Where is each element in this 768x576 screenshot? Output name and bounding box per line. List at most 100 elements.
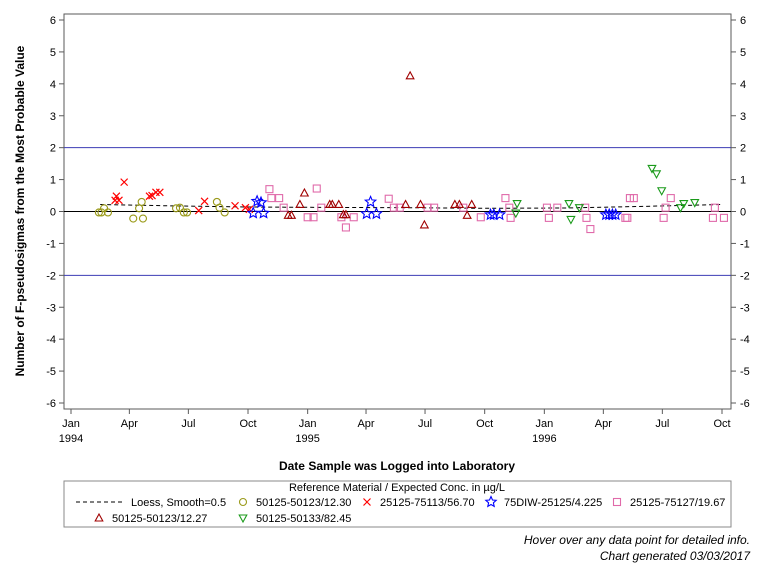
data-point <box>267 194 276 203</box>
data-point <box>661 203 670 212</box>
data-point <box>629 194 638 203</box>
data-point <box>566 215 576 225</box>
data-point <box>265 185 274 194</box>
data-point <box>419 219 430 229</box>
data-point <box>312 184 321 193</box>
legend-item: 25125-75113/56.70 <box>363 497 475 509</box>
legend-item: 75DIW-25125/4.225 <box>484 495 602 509</box>
legend-items: Loess, Smooth=0.5 50125-50123/12.30 25125-… <box>76 495 725 525</box>
data-point <box>138 214 148 223</box>
x-tick-label: Oct <box>713 418 730 430</box>
data-point <box>327 199 338 209</box>
data-point <box>115 196 123 205</box>
data-point <box>586 225 595 234</box>
legend-label: 50125-50123/12.27 <box>112 513 207 525</box>
x-tick-year-label: 1995 <box>295 433 319 445</box>
data-point <box>256 206 271 219</box>
data-point <box>137 197 146 206</box>
data-point <box>553 203 562 212</box>
data-point <box>250 194 264 207</box>
data-point <box>454 199 465 209</box>
legend-label: 50125-50123/12.30 <box>256 497 351 509</box>
data-point <box>299 187 310 197</box>
data-point <box>231 201 239 210</box>
data-point <box>334 199 344 209</box>
x-tick-year-label: 1996 <box>532 433 556 445</box>
data-point <box>215 203 224 212</box>
data-point <box>690 199 700 208</box>
y-axis-left: -6 -5 -4 -3 -2 -1 0 1 2 3 4 5 6 <box>46 15 64 410</box>
y-tick-label: -1 <box>46 238 56 250</box>
data-point <box>476 213 485 222</box>
y-tick-label: 6 <box>50 15 56 27</box>
data-point <box>710 203 719 212</box>
data-point <box>145 192 154 201</box>
legend-item: 25125-75127/19.67 <box>612 497 725 509</box>
data-point <box>309 213 318 222</box>
y-tick-label-right: -4 <box>740 334 750 346</box>
data-point <box>400 199 411 209</box>
x-tick-label: Jul <box>418 418 432 430</box>
legend-item: 50125-50123/12.30 <box>238 497 351 509</box>
footer-generated-date: Chart generated 03/03/2017 <box>599 549 750 563</box>
data-point <box>506 213 515 222</box>
data-point <box>462 210 472 219</box>
x-tick-label: Jul <box>181 418 195 430</box>
x-tick-label: Oct <box>239 418 256 430</box>
data-point <box>505 203 514 212</box>
data-point <box>466 199 477 209</box>
legend-title: Reference Material / Expected Conc. in µ… <box>289 482 505 494</box>
data-point <box>511 209 521 219</box>
data-point <box>574 204 585 213</box>
legend-marker <box>612 497 622 507</box>
x-tick-label: Apr <box>595 418 612 430</box>
y-tick-label-right: -1 <box>740 238 750 250</box>
data-point <box>363 194 378 208</box>
data-point <box>430 203 439 212</box>
x-tick-label: Jan <box>62 418 80 430</box>
data-point <box>286 210 297 219</box>
data-point <box>341 209 351 219</box>
data-point <box>317 203 326 212</box>
legend-box <box>63 480 732 528</box>
data-point <box>349 213 358 222</box>
data-point <box>200 197 209 206</box>
y-tick-label-right: -5 <box>740 366 750 378</box>
data-point <box>175 203 184 212</box>
data-point <box>609 207 623 221</box>
y-tick-label-right: -6 <box>740 398 750 410</box>
y-tick-label-right: 5 <box>740 47 746 59</box>
y-tick-label: -3 <box>46 302 56 314</box>
legend-item: 50125-50123/12.27 <box>94 512 207 525</box>
x-tick-label: Jan <box>535 418 553 430</box>
data-point <box>129 214 138 223</box>
data-point <box>675 204 686 213</box>
data-point <box>719 213 728 222</box>
y-tick-label-right: -3 <box>740 302 750 314</box>
data-point <box>651 170 662 179</box>
data-points <box>94 70 728 234</box>
data-point <box>623 213 632 222</box>
y-axis-right: -6 -5 -4 -3 -2 -1 0 1 2 3 4 5 6 <box>731 15 750 410</box>
y-tick-label: -2 <box>46 270 56 282</box>
x-tick-year-label: 1994 <box>59 433 83 445</box>
data-point <box>501 194 510 203</box>
legend-marker <box>363 498 371 506</box>
y-axis-label: Number of F-pseudosigmas from the Most P… <box>13 45 27 376</box>
data-point <box>415 199 426 209</box>
data-point <box>493 207 507 221</box>
y-tick-label: -5 <box>46 366 56 378</box>
footer-hover-hint: Hover over any data point for detailed i… <box>523 533 750 547</box>
data-point <box>647 164 657 174</box>
data-point <box>179 208 188 217</box>
y-tick-label-right: 0 <box>740 207 746 219</box>
legend-label: Loess, Smooth=0.5 <box>131 497 226 509</box>
y-tick-label: 3 <box>50 111 56 123</box>
legend-label: 25125-75127/19.67 <box>630 497 725 509</box>
data-point <box>254 195 268 209</box>
data-point <box>120 178 129 187</box>
data-point <box>542 203 551 212</box>
x-tick-label: Jul <box>655 418 669 430</box>
data-point <box>708 213 717 222</box>
y-tick-label: 1 <box>50 175 56 187</box>
